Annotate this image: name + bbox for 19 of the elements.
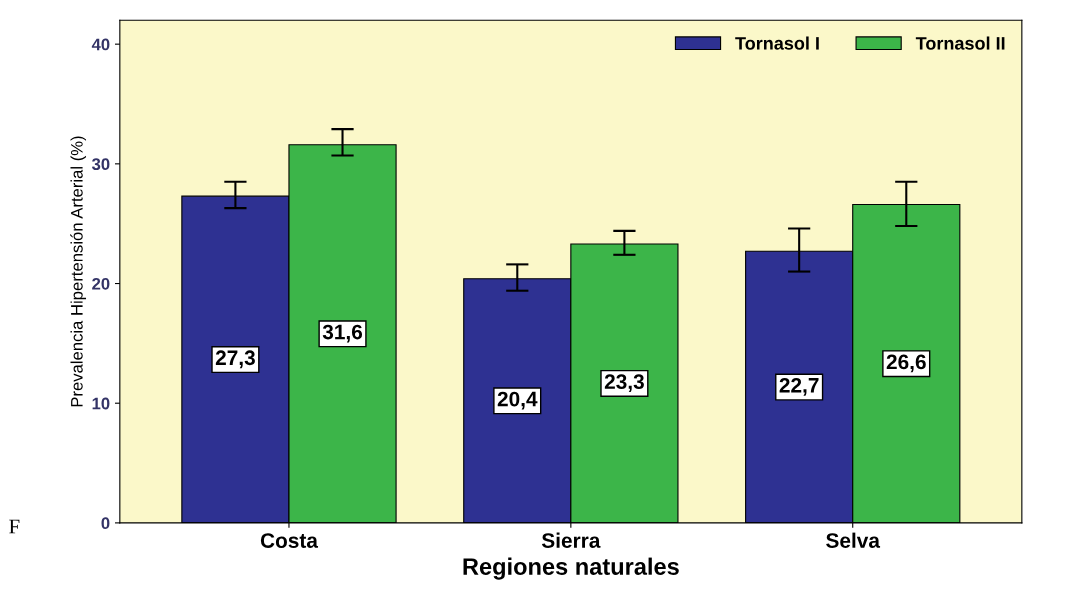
- data-label: 20,4: [497, 391, 538, 410]
- data-label: 26,6: [886, 354, 926, 373]
- x-tick-label: Selva: [826, 532, 881, 548]
- y-tick-label: 10: [92, 397, 110, 410]
- data-label: 27,3: [215, 350, 255, 369]
- legend-label: Tornasol II: [915, 36, 1005, 50]
- x-axis-title: Regiones naturales: [463, 557, 679, 580]
- data-label: 22,7: [779, 377, 819, 396]
- y-tick-label: 40: [91, 38, 110, 51]
- text: F: [9, 519, 20, 534]
- x-tick-label: Costa: [260, 533, 319, 548]
- y-tick-label: 20: [92, 277, 110, 290]
- data-label: 23,3: [604, 374, 644, 393]
- data-label: 31,6: [322, 324, 363, 343]
- legend-label: Tornasol I: [735, 36, 819, 50]
- y-tick-label: 0: [101, 517, 110, 530]
- y-tick-label: 30: [91, 158, 110, 171]
- y-axis-title: Prevalencia Hipertensión Arterial (%): [70, 136, 87, 407]
- x-tick-label: Sierra: [541, 532, 601, 548]
